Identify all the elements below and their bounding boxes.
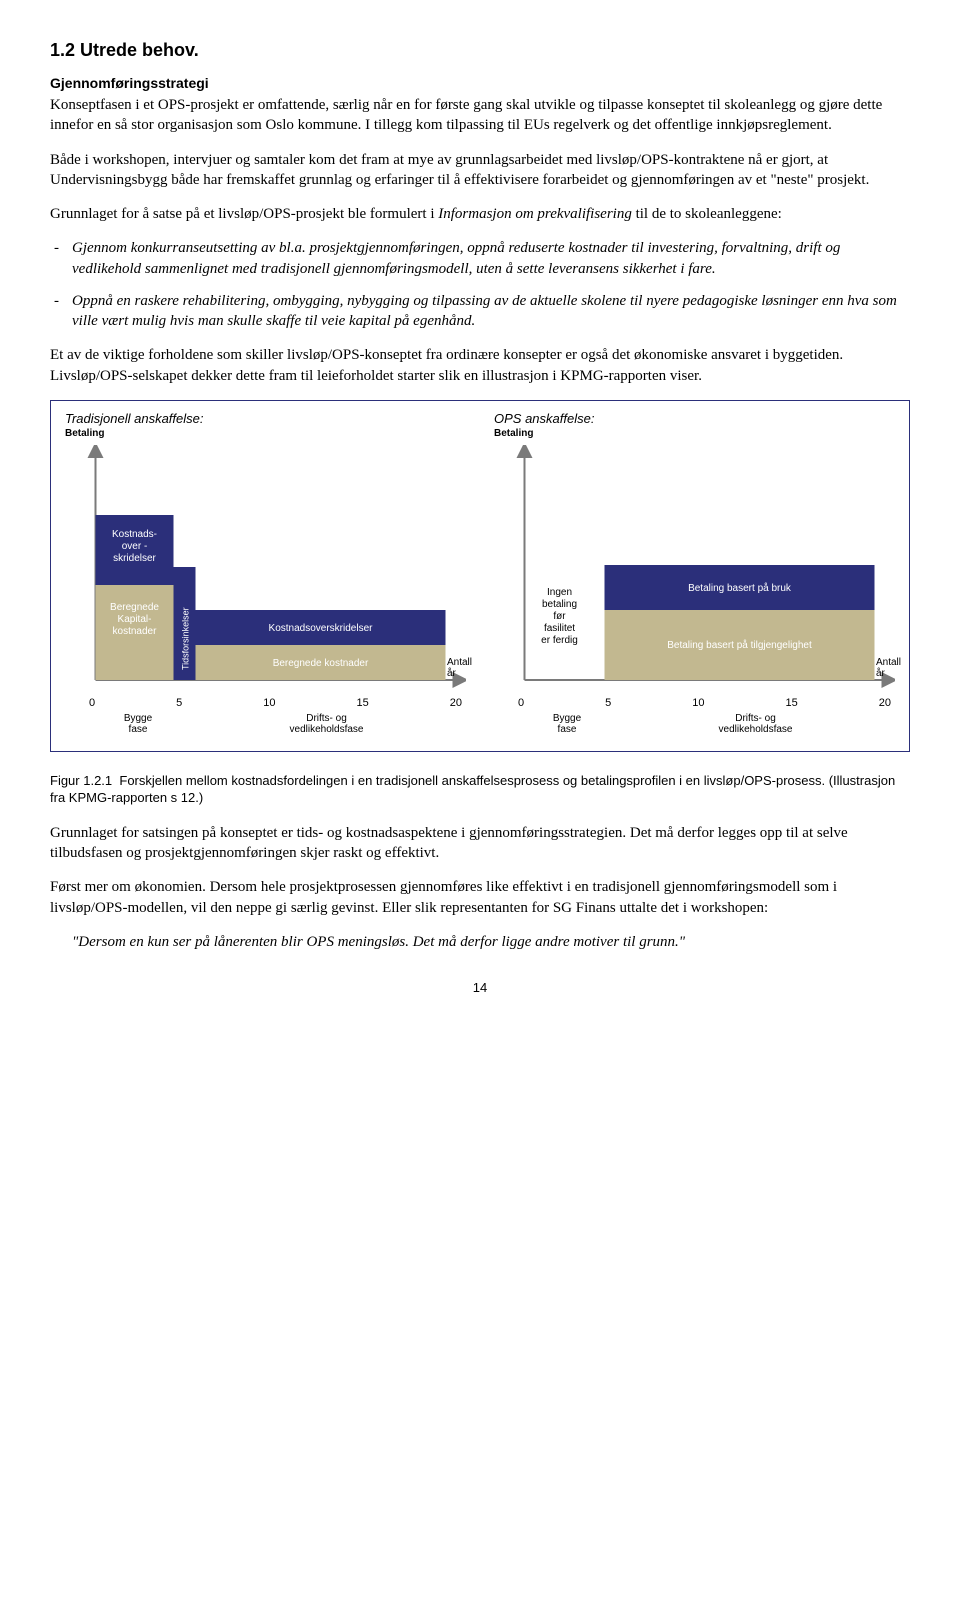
tick: 5: [605, 697, 611, 709]
tick: 5: [176, 697, 182, 709]
text: til de to skoleanleggene:: [632, 206, 782, 222]
figure-comparison: Tradisjonell anskaffelse: Betaling Kost: [50, 400, 910, 752]
subheading: Gjennomføringsstrategi: [50, 75, 910, 91]
chart-svg-left: Kostnads- over - skridelser Beregnede Ka…: [65, 445, 466, 695]
paragraph: Et av de viktige forholdene som skiller …: [50, 345, 910, 386]
svg-text:Beregnede kostnader: Beregnede kostnader: [273, 658, 369, 669]
svg-text:før: før: [553, 611, 566, 622]
svg-text:er ferdig: er ferdig: [541, 635, 578, 646]
svg-text:Kapital-: Kapital-: [118, 614, 152, 625]
svg-text:Betaling basert på tilgjengeli: Betaling basert på tilgjengelighet: [667, 639, 812, 651]
figure-panel-traditional: Tradisjonell anskaffelse: Betaling Kost: [65, 411, 466, 735]
svg-text:Tidsforsinkelser: Tidsforsinkelser: [181, 607, 191, 670]
paragraph: Konseptfasen i et OPS-prosjekt er omfatt…: [50, 95, 910, 136]
x-axis-ticks: 0 5 10 15 20: [65, 697, 466, 709]
paragraph: Grunnlaget for satsingen på konseptet er…: [50, 823, 910, 864]
blockquote: "Dersom en kun ser på lånerenten blir OP…: [50, 932, 910, 952]
chart-svg-right: Ingen betaling før fasilitet er ferdig B…: [494, 445, 895, 695]
text: Grunnlaget for å satse på et livsløp/OPS…: [50, 206, 438, 222]
figure-panel-ops: OPS anskaffelse: Betaling Ingen betaling…: [494, 411, 895, 735]
paragraph: Først mer om økonomien. Dersom hele pros…: [50, 877, 910, 918]
bullet-list: Gjennom konkurranseutsetting av bl.a. pr…: [50, 238, 910, 331]
tick: 0: [89, 697, 95, 709]
svg-text:Beregnede: Beregnede: [110, 602, 159, 613]
svg-text:betaling: betaling: [542, 599, 577, 610]
x-axis-ticks: 0 5 10 15 20: [494, 697, 895, 709]
svg-text:kostnader: kostnader: [113, 626, 158, 637]
tick: 15: [357, 697, 369, 709]
phase: Drifts- og vedlikeholdsfase: [187, 713, 466, 735]
panel-title: OPS anskaffelse:: [494, 411, 895, 426]
svg-text:fasilitet: fasilitet: [544, 623, 575, 634]
paragraph: Grunnlaget for å satse på et livsløp/OPS…: [50, 204, 910, 224]
paragraph: Både i workshopen, intervjuer og samtale…: [50, 150, 910, 191]
tick: 10: [263, 697, 275, 709]
svg-text:Betaling basert på bruk: Betaling basert på bruk: [688, 582, 792, 594]
page-number: 14: [50, 980, 910, 995]
phase: Bygge fase: [89, 713, 187, 735]
svg-text:Kostnads-: Kostnads-: [112, 529, 157, 540]
list-item: Gjennom konkurranseutsetting av bl.a. pr…: [72, 238, 910, 279]
svg-text:Ingen: Ingen: [547, 587, 572, 598]
axis-label-y: Betaling: [494, 428, 895, 439]
tick: 10: [692, 697, 704, 709]
tick: 0: [518, 697, 524, 709]
caption-lead: Figur 1.2.1: [50, 773, 112, 788]
figure-caption: Figur 1.2.1 Forskjellen mellom kostnadsf…: [50, 772, 910, 807]
svg-text:skridelser: skridelser: [113, 553, 156, 564]
axis-unit: Antall år: [876, 657, 901, 679]
tick: 20: [879, 697, 891, 709]
axis-label-y: Betaling: [65, 428, 466, 439]
tick: 15: [786, 697, 798, 709]
tick: 20: [450, 697, 462, 709]
phase-labels: Bygge fase Drifts- og vedlikeholdsfase: [494, 713, 895, 735]
doc-title-italic: Informasjon om prekvalifisering: [438, 206, 632, 222]
list-item: Oppnå en raskere rehabilitering, ombyggi…: [72, 291, 910, 332]
phase-labels: Bygge fase Drifts- og vedlikeholdsfase: [65, 713, 466, 735]
panel-title: Tradisjonell anskaffelse:: [65, 411, 466, 426]
phase: Bygge fase: [518, 713, 616, 735]
axis-unit: Antall år: [447, 657, 472, 679]
caption-text: Forskjellen mellom kostnadsfordelingen i…: [50, 773, 895, 806]
svg-text:Kostnadsoverskridelser: Kostnadsoverskridelser: [269, 623, 374, 634]
phase: Drifts- og vedlikeholdsfase: [616, 713, 895, 735]
section-heading: 1.2 Utrede behov.: [50, 40, 910, 61]
svg-text:over -: over -: [122, 541, 148, 552]
